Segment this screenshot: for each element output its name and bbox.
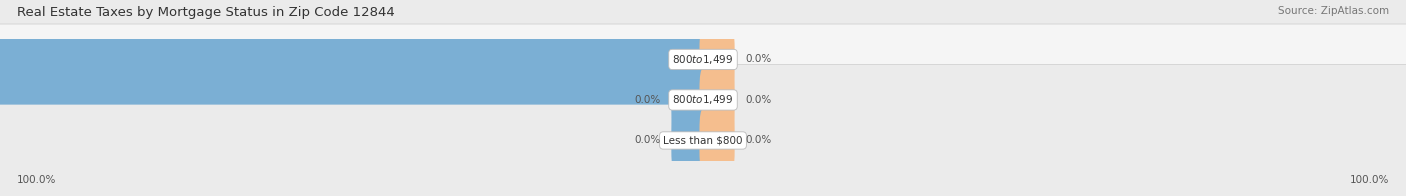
- Text: 0.0%: 0.0%: [634, 95, 661, 105]
- FancyBboxPatch shape: [672, 109, 707, 172]
- FancyBboxPatch shape: [0, 0, 1406, 135]
- FancyBboxPatch shape: [0, 14, 709, 105]
- FancyBboxPatch shape: [700, 28, 734, 91]
- Text: 0.0%: 0.0%: [634, 135, 661, 145]
- Text: Less than $800: Less than $800: [664, 135, 742, 145]
- Text: 0.0%: 0.0%: [745, 135, 772, 145]
- Text: $800 to $1,499: $800 to $1,499: [672, 53, 734, 66]
- Text: 100.0%: 100.0%: [1350, 175, 1389, 185]
- Text: 0.0%: 0.0%: [745, 54, 772, 64]
- Text: Real Estate Taxes by Mortgage Status in Zip Code 12844: Real Estate Taxes by Mortgage Status in …: [17, 6, 395, 19]
- FancyBboxPatch shape: [0, 24, 1406, 176]
- FancyBboxPatch shape: [0, 64, 1406, 196]
- Text: 100.0%: 100.0%: [17, 175, 56, 185]
- Text: $800 to $1,499: $800 to $1,499: [672, 93, 734, 106]
- Text: 0.0%: 0.0%: [745, 95, 772, 105]
- Text: Source: ZipAtlas.com: Source: ZipAtlas.com: [1278, 6, 1389, 16]
- FancyBboxPatch shape: [700, 109, 734, 172]
- FancyBboxPatch shape: [700, 69, 734, 131]
- FancyBboxPatch shape: [672, 69, 707, 131]
- FancyBboxPatch shape: [672, 28, 707, 91]
